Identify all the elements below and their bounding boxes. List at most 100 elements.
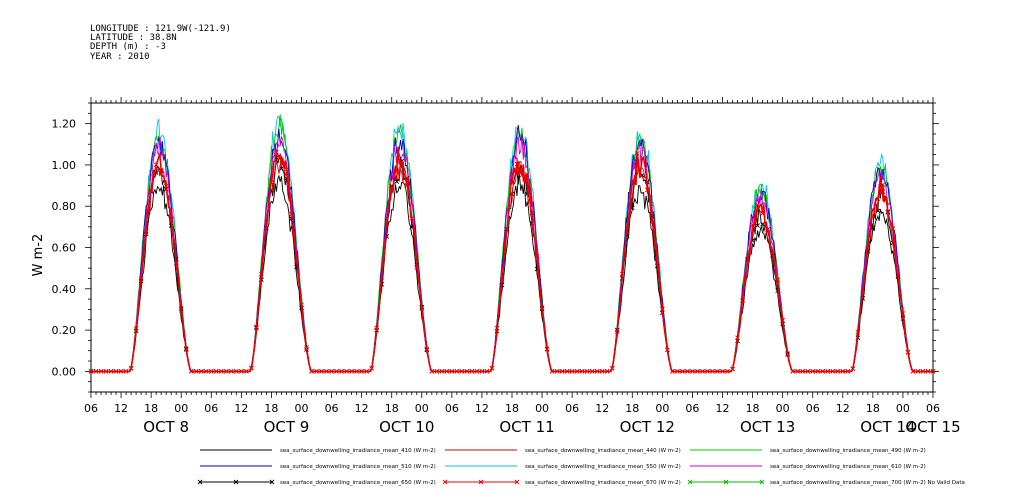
series-marker-7	[655, 262, 660, 268]
series-marker-7	[98, 369, 104, 374]
series-marker-7	[905, 349, 911, 355]
y-tick-label: 1.00	[52, 159, 77, 172]
x-tick-label: 18	[505, 402, 519, 415]
series-marker-7	[434, 369, 440, 374]
series-marker-7	[118, 369, 124, 374]
series-marker-7	[384, 221, 390, 227]
series-marker-7	[163, 183, 169, 189]
series-marker-7	[459, 369, 465, 374]
series-marker-7	[675, 369, 680, 374]
series-marker-7	[218, 369, 224, 374]
header-year: YEAR : 2010	[90, 52, 150, 62]
series-marker-7	[544, 347, 550, 352]
series-marker-7	[690, 369, 695, 374]
series-marker-7	[594, 369, 600, 374]
series-marker-7	[805, 369, 811, 374]
series-marker-7	[514, 161, 520, 167]
series-marker-7	[504, 228, 510, 233]
series-marker-7	[229, 369, 234, 374]
series-marker-7	[143, 229, 149, 235]
series-marker-6	[760, 221, 765, 227]
series-marker-7	[850, 366, 856, 371]
series-marker-7	[519, 172, 525, 178]
series-marker-7	[750, 222, 755, 227]
series-marker-7	[153, 162, 159, 168]
series-marker-7	[634, 150, 640, 156]
x-tick-label: 18	[625, 402, 639, 415]
x-tick-label: 06	[806, 402, 820, 415]
series-marker-7	[725, 369, 730, 374]
series-marker-7	[404, 183, 410, 188]
series-marker-7	[389, 184, 395, 190]
series-marker-7	[364, 369, 369, 374]
series-marker-7	[449, 369, 455, 374]
series-marker-7	[920, 369, 926, 374]
legend-label-1: sea_surface_downwelling_irradiance_mean_…	[525, 448, 681, 454]
series-marker-7	[294, 259, 299, 264]
series-marker-7	[93, 369, 99, 374]
x-tick-label: 18	[144, 402, 158, 415]
y-tick-label: 0.20	[52, 324, 77, 337]
series-marker-7	[324, 369, 329, 374]
header-longitude: LONGITUDE : 121.9W(-121.9)	[90, 24, 231, 34]
series-marker-7	[810, 369, 816, 374]
legend-label-7: sea_surface_downwelling_irradiance_mean_…	[525, 480, 681, 486]
series-marker-7	[148, 187, 154, 193]
series-marker-7	[444, 369, 450, 374]
header-latitude: LATITUDE : 38.8N	[90, 33, 177, 43]
series-marker-7	[645, 187, 650, 193]
series-marker-7	[419, 306, 425, 311]
legend-marker-8	[687, 479, 693, 485]
x-tick-label: 12	[595, 402, 609, 415]
legend-marker-6	[233, 479, 239, 485]
series-marker-7	[88, 369, 94, 374]
legend-marker-8	[723, 479, 729, 485]
series-marker-7	[138, 276, 144, 282]
series-marker-7	[835, 369, 841, 374]
series-marker-7	[203, 369, 209, 374]
x-tick-label: 18	[866, 402, 880, 415]
series-marker-7	[168, 217, 174, 222]
legend-marker-8	[759, 479, 765, 485]
x-tick-label: 06	[84, 402, 98, 415]
x-tick-label: 06	[926, 402, 940, 415]
series-marker-7	[274, 149, 279, 155]
series-marker-7	[374, 325, 379, 331]
series-marker-7	[484, 369, 490, 374]
legend-label-0: sea_surface_downwelling_irradiance_mean_…	[280, 448, 436, 454]
series-marker-7	[855, 330, 861, 335]
series-marker-7	[870, 207, 876, 213]
series-marker-7	[549, 369, 555, 374]
series-marker-7	[509, 179, 515, 185]
series-marker-7	[269, 180, 274, 185]
series-marker-7	[735, 335, 740, 341]
series-marker-7	[178, 308, 184, 313]
series-marker-7	[259, 271, 264, 277]
series-marker-7	[289, 211, 294, 217]
series-marker-7	[569, 369, 575, 374]
series-marker-7	[760, 211, 765, 216]
x-tick-label: 00	[655, 402, 669, 415]
series-marker-7	[604, 369, 610, 374]
series-marker-7	[224, 369, 229, 374]
series-marker-7	[579, 369, 585, 374]
legend-label-5: sea_surface_downwelling_irradiance_mean_…	[770, 464, 926, 470]
series-marker-7	[665, 347, 670, 352]
series-marker-7	[339, 369, 344, 374]
legend-marker-6	[269, 479, 275, 485]
series-marker-7	[629, 178, 635, 184]
series-marker-7	[785, 352, 790, 358]
x-tick-label: 06	[445, 402, 459, 415]
series-marker-7	[745, 258, 750, 264]
series-line-2	[91, 114, 933, 372]
plot-frame	[90, 102, 934, 393]
series-marker-7	[900, 311, 906, 316]
series-marker-7	[730, 366, 735, 372]
series-marker-7	[474, 369, 480, 374]
legend-marker-7	[514, 479, 520, 485]
series-marker-7	[539, 305, 545, 311]
x-tick-label: 12	[716, 402, 730, 415]
series-marker-7	[394, 169, 400, 174]
series-marker-7	[354, 369, 359, 374]
series-marker-7	[559, 369, 565, 374]
